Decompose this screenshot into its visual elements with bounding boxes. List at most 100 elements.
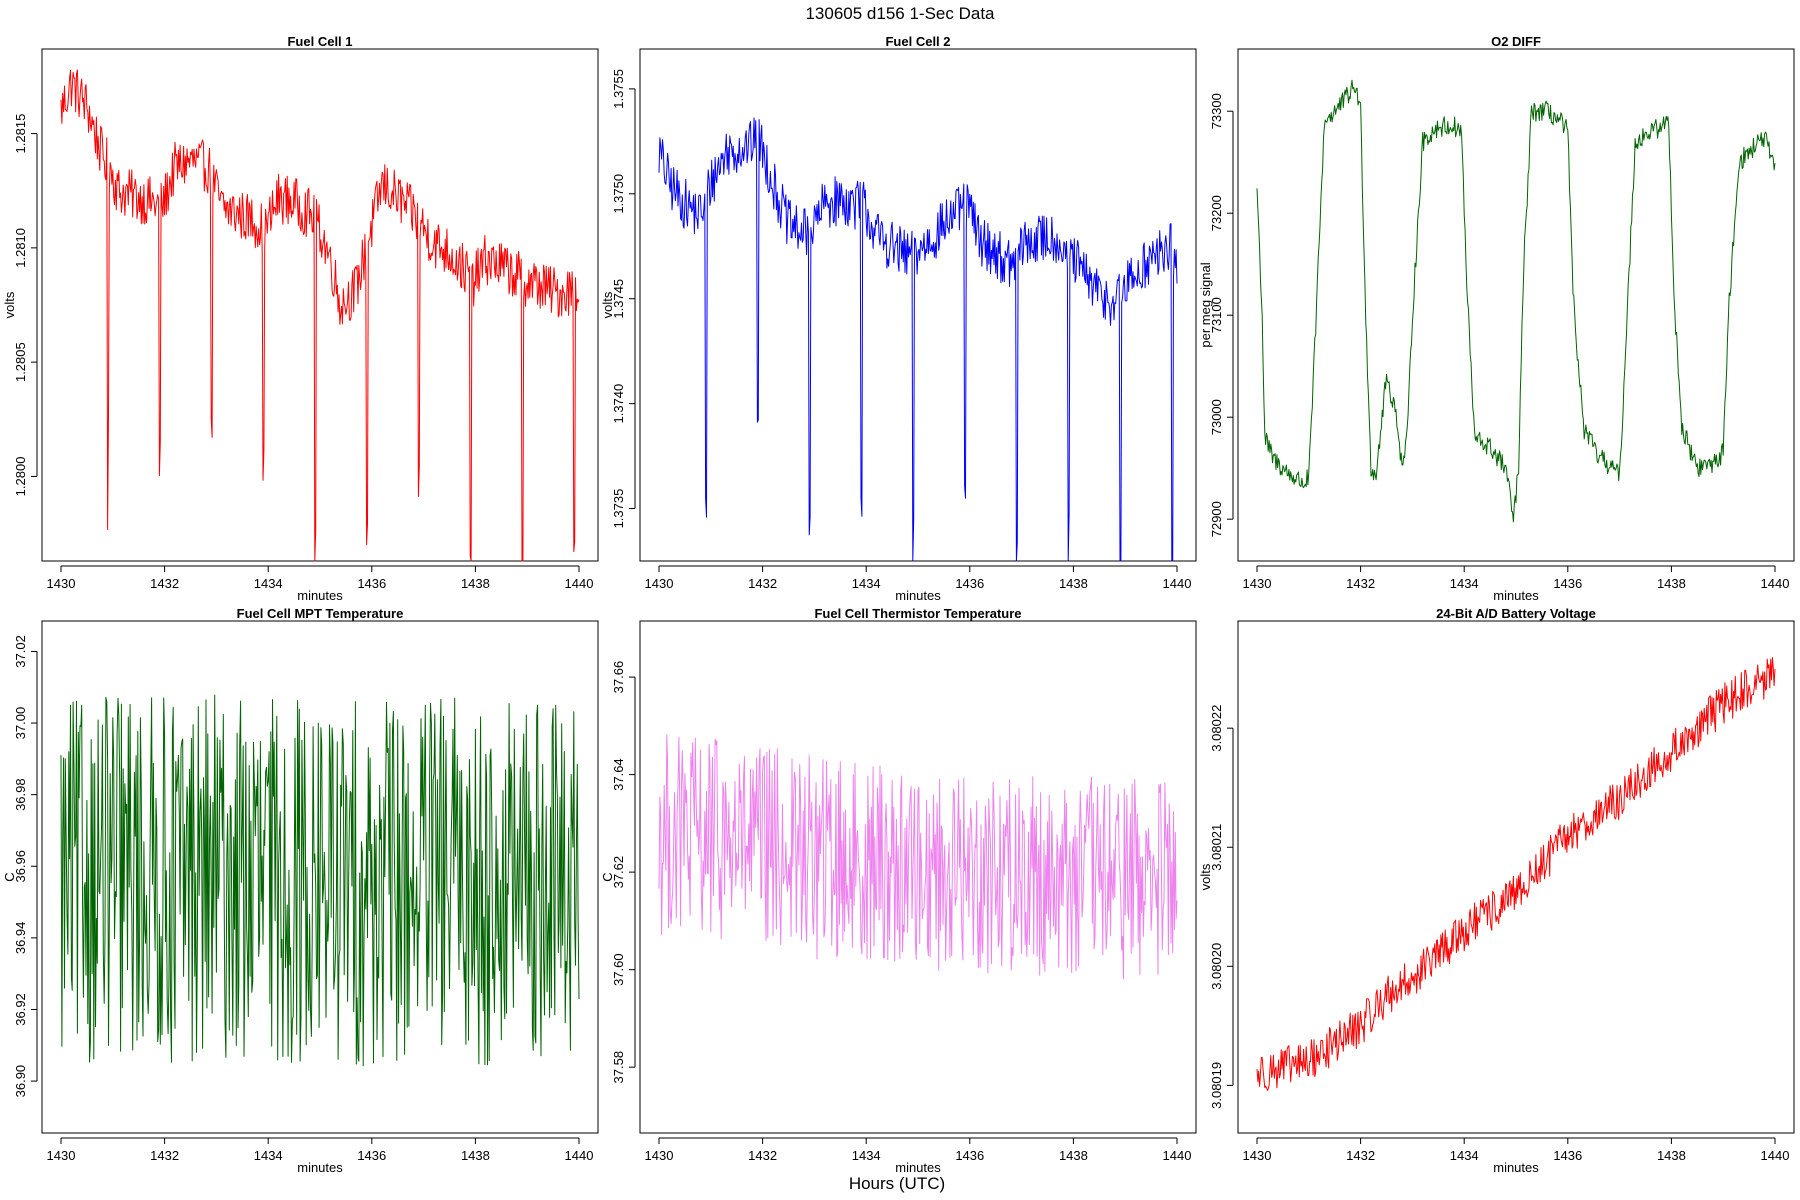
x-tick-label: 1436	[955, 576, 984, 591]
panel-title: Fuel Cell 1	[287, 34, 352, 49]
series-line	[1256, 79, 1776, 523]
y-tick-label: 73100	[1209, 297, 1224, 333]
y-tick-label: 3.08022	[1209, 705, 1224, 752]
x-tick-label: 1430	[47, 1148, 76, 1163]
plot-frame	[1237, 620, 1795, 1134]
y-axis-label: per meg signal	[1198, 262, 1213, 347]
x-tick-label: 1430	[1243, 576, 1272, 591]
x-tick-label: 1432	[748, 576, 777, 591]
x-tick-label: 1440	[1761, 1148, 1790, 1163]
y-tick-label: 1.2800	[13, 457, 28, 497]
x-axis-label: minutes	[895, 588, 941, 603]
panel-5: Fuel Cell Thermistor Temperature 1430 1432…	[600, 606, 1197, 1175]
x-tick-label: 1432	[1346, 576, 1375, 591]
panel-title: Fuel Cell 2	[885, 34, 950, 49]
series-line	[658, 734, 1178, 980]
x-tick-label: 1434	[852, 576, 881, 591]
y-tick-label: 37.66	[611, 661, 626, 694]
x-tick-label: 1440	[565, 576, 594, 591]
y-tick-label: 1.3735	[611, 489, 626, 529]
plot-frame	[41, 48, 599, 562]
x-tick-label: 1440	[1761, 576, 1790, 591]
y-tick-label: 3.08020	[1209, 943, 1224, 990]
panel-1: Fuel Cell 1 1430 1432 1434 1436 1438 1440 minut…	[2, 34, 599, 603]
x-axis-label: minutes	[1493, 1160, 1539, 1175]
y-axis-label: volts	[2, 291, 17, 318]
plot-frame	[639, 48, 1197, 562]
y-tick-label: 36.94	[13, 922, 28, 955]
x-tick-label: 1432	[1346, 1148, 1375, 1163]
y-tick-label: 73200	[1209, 195, 1224, 231]
x-tick-label: 1438	[1657, 576, 1686, 591]
y-tick-label: 37.02	[13, 635, 28, 668]
y-tick-label: 36.92	[13, 993, 28, 1026]
x-tick-label: 1430	[1243, 1148, 1272, 1163]
y-tick-label: 73000	[1209, 399, 1224, 435]
x-axis-label: minutes	[297, 588, 343, 603]
panel-title: Fuel Cell Thermistor Temperature	[814, 606, 1021, 621]
x-tick-label: 1440	[1163, 1148, 1192, 1163]
x-tick-label: 1436	[955, 1148, 984, 1163]
y-tick-label: 37.00	[13, 707, 28, 740]
x-tick-label: 1440	[565, 1148, 594, 1163]
x-tick-label: 1438	[1059, 576, 1088, 591]
y-tick-label: 36.96	[13, 850, 28, 883]
x-tick-label: 1430	[47, 576, 76, 591]
x-axis-label: minutes	[895, 1160, 941, 1175]
x-tick-label: 1438	[1657, 1148, 1686, 1163]
x-tick-label: 1438	[461, 576, 490, 591]
y-tick-label: 1.3745	[611, 279, 626, 319]
x-tick-label: 1436	[357, 1148, 386, 1163]
y-tick-label: 1.2810	[13, 228, 28, 268]
y-tick-label: 37.58	[611, 1051, 626, 1084]
panel-title: 24-Bit A/D Battery Voltage	[1436, 606, 1596, 621]
y-tick-label: 3.08019	[1209, 1062, 1224, 1109]
x-tick-label: 1432	[150, 1148, 179, 1163]
y-tick-label: 1.3755	[611, 69, 626, 109]
y-tick-label: 1.3740	[611, 384, 626, 424]
y-tick-label: 1.2815	[13, 114, 28, 154]
y-tick-label: 36.90	[13, 1065, 28, 1098]
y-axis-label: volts	[600, 291, 615, 318]
panel-title: Fuel Cell MPT Temperature	[237, 606, 404, 621]
x-tick-label: 1434	[254, 1148, 283, 1163]
x-axis-label: minutes	[297, 1160, 343, 1175]
x-tick-label: 1434	[1450, 1148, 1479, 1163]
y-tick-label: 37.62	[611, 856, 626, 889]
x-tick-label: 1432	[150, 576, 179, 591]
panel-grid: Fuel Cell 1 1430 1432 1434 1436 1438 1440 minut…	[2, 34, 1795, 1175]
x-tick-label: 1434	[852, 1148, 881, 1163]
y-tick-label: 37.60	[611, 953, 626, 986]
series-line	[60, 69, 580, 562]
y-tick-label: 1.2805	[13, 342, 28, 382]
x-tick-label: 1434	[1450, 576, 1479, 591]
panel-3: O2 DIFF 1430 1432 1434 1436 1438 1440 minutes 72…	[1198, 34, 1795, 603]
y-axis-label: C	[600, 872, 615, 881]
panel-6: 24-Bit A/D Battery Voltage 1430 1432 1434 14…	[1198, 606, 1795, 1175]
series-line	[1256, 657, 1776, 1091]
x-tick-label: 1430	[645, 1148, 674, 1163]
figure-title: 130605 d156 1-Sec Data	[805, 4, 995, 23]
x-tick-label: 1438	[461, 1148, 490, 1163]
x-tick-label: 1436	[1553, 576, 1582, 591]
x-tick-label: 1438	[1059, 1148, 1088, 1163]
x-tick-label: 1430	[645, 576, 674, 591]
y-tick-label: 73300	[1209, 93, 1224, 129]
y-tick-label: 3.08021	[1209, 824, 1224, 871]
y-tick-label: 72900	[1209, 501, 1224, 537]
y-axis-label: C	[2, 872, 17, 881]
x-tick-label: 1436	[357, 576, 386, 591]
y-tick-label: 37.64	[611, 758, 626, 791]
x-tick-label: 1434	[254, 576, 283, 591]
figure-xlabel: Hours (UTC)	[849, 1174, 945, 1193]
plot-frame	[1237, 48, 1795, 562]
plot-frame	[41, 620, 599, 1134]
y-tick-label: 36.98	[13, 778, 28, 811]
panel-4: Fuel Cell MPT Temperature 1430 1432 1434 143…	[2, 606, 599, 1175]
plot-frame	[639, 620, 1197, 1134]
y-axis-label: volts	[1198, 863, 1213, 890]
x-tick-label: 1432	[748, 1148, 777, 1163]
series-line	[658, 117, 1178, 562]
x-axis-label: minutes	[1493, 588, 1539, 603]
